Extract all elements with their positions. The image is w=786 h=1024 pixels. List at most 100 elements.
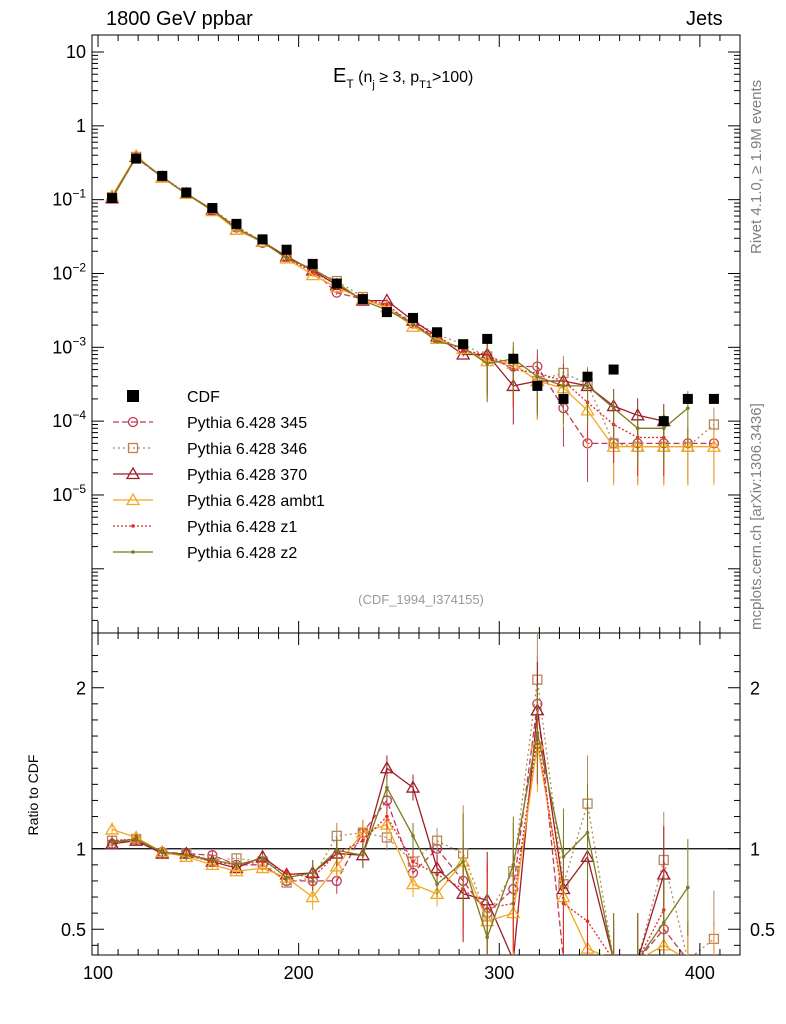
series-pythia-6-428-z2-ratio-point (110, 840, 114, 845)
series-pythia-6-428-z2-ratio-point (160, 850, 165, 854)
y-tick-label: 10−4 (52, 408, 86, 431)
y-tick-label: 10−5 (52, 482, 86, 505)
ratio-tick-label-right: 1 (750, 840, 760, 860)
ratio-panel (91, 632, 741, 956)
left-title: 1800 GeV ppbar (106, 8, 253, 30)
series-pythia-6-428-346-ratio-line (112, 679, 715, 955)
y-tick-label: 10−2 (52, 260, 86, 283)
legend-marker (127, 390, 139, 402)
y-tick-exponent: −1 (72, 187, 86, 201)
cdf-data-point (307, 258, 318, 269)
series-pythia-6-428-z1-ratio-point (585, 919, 590, 923)
chart-title-part: T1 (419, 79, 432, 91)
legend-entry: Pythia 6.428 ambt1 (113, 492, 325, 510)
main-panel (91, 34, 741, 634)
series-pythia-6-428-ambt1-point (706, 439, 722, 452)
data-points (107, 153, 719, 427)
series-pythia-6-428-z2-point (561, 384, 566, 388)
cdf-data-point (432, 327, 443, 338)
cdf-data-point (658, 416, 669, 427)
cdf-data-point (508, 353, 519, 364)
legend-entry: Pythia 6.428 345 (113, 415, 307, 432)
legend-label: Pythia 6.428 z1 (187, 519, 297, 536)
series-pythia-6-428-z2-ratio-point (134, 837, 138, 841)
chart-title-part: ≥ 3, p (375, 69, 419, 86)
series-pythia-6-428-z2-ratio-point (334, 848, 339, 853)
chart-title-part: E (333, 65, 346, 87)
cdf-data-point (207, 203, 218, 214)
series-pythia-6-428-346-point (708, 419, 720, 430)
ratio-tick-label-right: 2 (750, 679, 760, 699)
series-pythia-6-428-370-ratio-point (104, 836, 120, 850)
cdf-data-point (331, 278, 342, 289)
series-pythia-6-428-z1-point (310, 270, 315, 274)
series-pythia-6-428-z2-ratio-point (561, 854, 566, 859)
cdf-data-point (381, 307, 392, 318)
main-frame (91, 34, 741, 634)
series-pythia-6-428-z2-ratio-point (284, 875, 289, 880)
ratio-tick-label: 0.5 (61, 920, 86, 940)
series-pythia-6-428-z2-ratio-point (184, 853, 189, 857)
legend-entry-cdf: CDF (127, 389, 220, 406)
x-tick-label: 100 (83, 963, 113, 983)
y-tick-label: 10−3 (52, 334, 86, 357)
series-pythia-6-428-z2-point (611, 406, 616, 410)
cdf-data-point (157, 170, 168, 181)
series-pythia-6-428-z2-ratio-point (535, 731, 540, 735)
series-pythia-6-428-z2-ratio-point (260, 856, 265, 861)
legend-label: Pythia 6.428 z2 (187, 545, 297, 562)
y-tick-exponent: −2 (72, 260, 86, 274)
series-pythia-6-428-346-ratio-point (431, 835, 443, 846)
series-pythia-6-428-z1-ratio-point (385, 814, 389, 819)
series-pythia-6-428-z2-ratio-point (686, 885, 690, 890)
cdf-data-point (682, 393, 693, 404)
series-pythia-6-428-z1-point (461, 348, 465, 353)
ratio-series-layer (104, 633, 720, 955)
series-pythia-6-428-z2-ratio-point (411, 834, 415, 838)
cdf-data-point (708, 393, 719, 404)
legend-label: Pythia 6.428 345 (187, 415, 307, 432)
legend-entry: Pythia 6.428 370 (113, 466, 307, 484)
series-pythia-6-428-z2-point (635, 426, 640, 431)
cdf-data-point (532, 380, 543, 391)
legend-marker (131, 550, 135, 554)
y-tick-label: 10 (66, 42, 86, 62)
series-pythia-6-428-z2-point (284, 256, 289, 261)
cdf-data-point (582, 371, 593, 382)
series-pythia-6-428-z2-ratio-line (112, 732, 689, 955)
ratio-tick-label: 2 (76, 679, 86, 699)
series-pythia-6-428-ambt1-ratio-point (255, 860, 270, 874)
series-pythia-6-428-z2-line (111, 155, 689, 429)
cdf-data-point (407, 312, 418, 323)
series-pythia-6-428-ambt1-ratio-point (205, 857, 220, 870)
legend-entry: Pythia 6.428 z1 (113, 519, 297, 536)
series-pythia-6-428-ambt1-ratio-point (329, 859, 344, 872)
series-pythia-6-428-z2-point (686, 406, 690, 410)
series-pythia-6-428-z1-ratio-point (411, 859, 415, 864)
series-pythia-6-428-z2-ratio-point (461, 859, 465, 864)
cdf-data-point (131, 153, 142, 164)
y-tick-label: 1 (76, 116, 86, 136)
chart-title: ET (nj ≥ 3, pT1>100) (333, 65, 473, 91)
series-pythia-6-428-z1-ratio-point (361, 838, 365, 843)
y-tick-label: 10−1 (52, 187, 86, 210)
chart-title-part: j (371, 79, 374, 91)
series-pythia-6-428-ambt1-ratio-point (305, 889, 320, 903)
ratio-y-label: Ratio to CDF (25, 755, 41, 836)
series-pythia-6-428-370-ratio-point (405, 780, 421, 793)
cdf-data-point (357, 294, 368, 305)
x-tick-label: 200 (284, 963, 314, 983)
x-tick-label: 400 (685, 963, 715, 983)
legend-label: Pythia 6.428 370 (187, 467, 307, 484)
chart-title-part: >100) (432, 69, 473, 86)
series-pythia-6-428-z2-point (585, 384, 590, 388)
cdf-data-point (231, 218, 242, 229)
series-pythia-6-428-ambt1-ratio-point (229, 863, 244, 877)
y-tick-exponent: −4 (72, 408, 86, 422)
series-pythia-6-428-z1-point (385, 302, 389, 307)
series-pythia-6-428-z2-ratio-point (361, 853, 365, 857)
series-pythia-6-428-370-ratio-point (379, 760, 395, 774)
cdf-data-point (107, 193, 118, 204)
series-pythia-6-428-z2-ratio-point (385, 785, 389, 790)
